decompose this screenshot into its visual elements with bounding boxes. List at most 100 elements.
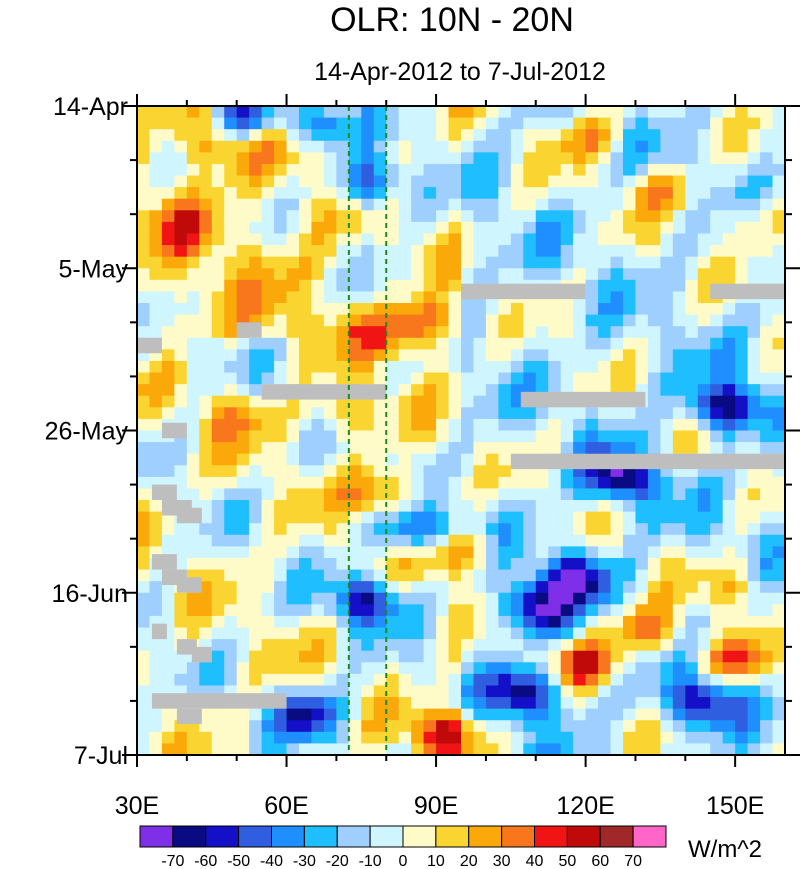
field-cell xyxy=(598,534,612,547)
field-cell xyxy=(710,187,724,200)
field-cell xyxy=(373,314,387,327)
field-cell xyxy=(137,198,151,211)
field-cell xyxy=(473,407,487,420)
field-cell xyxy=(660,198,674,211)
field-cell xyxy=(286,720,300,733)
field-cell xyxy=(323,662,337,675)
field-cell xyxy=(224,720,238,733)
field-cell xyxy=(386,453,400,466)
field-cell xyxy=(211,465,225,478)
field-cell xyxy=(473,465,487,478)
field-cell xyxy=(598,314,612,327)
field-cell xyxy=(423,557,437,571)
field-cell xyxy=(373,407,387,420)
field-cell xyxy=(461,187,475,200)
field-cell xyxy=(161,245,175,258)
field-cell xyxy=(174,163,188,177)
field-cell xyxy=(274,615,288,629)
field-cell xyxy=(485,534,499,547)
field-cell xyxy=(361,106,375,119)
field-cell xyxy=(510,384,524,397)
field-cell xyxy=(199,673,213,687)
field-cell xyxy=(211,198,225,211)
field-cell xyxy=(722,639,736,652)
field-cell xyxy=(735,106,749,119)
field-cell xyxy=(211,476,225,490)
field-cell xyxy=(274,604,288,617)
field-cell xyxy=(199,198,213,211)
field-cell xyxy=(137,372,151,385)
field-cell xyxy=(647,569,661,582)
field-cell xyxy=(610,546,624,559)
field-cell xyxy=(261,106,275,119)
field-cell xyxy=(461,488,475,501)
field-cell xyxy=(261,476,275,490)
colorbar-tick-label: 10 xyxy=(427,853,445,869)
missing-block xyxy=(236,322,262,338)
field-cell xyxy=(398,221,412,235)
field-cell xyxy=(760,697,774,710)
field-cell xyxy=(423,221,437,235)
field-cell xyxy=(598,581,612,594)
field-cell xyxy=(137,627,151,640)
field-cell xyxy=(448,291,462,304)
field-cell xyxy=(323,129,337,142)
field-cell xyxy=(336,534,350,547)
field-cell xyxy=(710,523,724,536)
field-cell xyxy=(585,314,599,327)
field-cell xyxy=(224,615,238,629)
field-cell xyxy=(485,418,499,432)
field-cell xyxy=(199,743,213,756)
field-cell xyxy=(137,152,151,165)
field-cell xyxy=(585,221,599,235)
field-cell xyxy=(448,221,462,235)
field-cell xyxy=(149,581,163,594)
field-cell xyxy=(286,140,300,153)
field-cell xyxy=(323,430,337,443)
field-cell xyxy=(747,442,761,455)
field-cell xyxy=(386,500,400,513)
field-cell xyxy=(386,349,400,362)
field-cell xyxy=(361,500,375,513)
field-cell xyxy=(348,500,362,513)
field-cell xyxy=(211,511,225,524)
field-cell xyxy=(672,349,686,362)
field-cell xyxy=(498,314,512,327)
field-cell xyxy=(236,140,250,153)
field-cell xyxy=(697,303,711,316)
field-cell xyxy=(186,384,200,397)
field-cell xyxy=(411,639,425,652)
field-cell xyxy=(274,210,288,223)
field-cell xyxy=(411,534,425,547)
field-cell xyxy=(573,163,587,177)
field-cell xyxy=(348,557,362,571)
field-cell xyxy=(149,221,163,235)
field-cell xyxy=(373,476,387,490)
field-cell xyxy=(436,326,450,339)
field-cell xyxy=(386,569,400,582)
field-cell xyxy=(573,326,587,339)
field-cell xyxy=(286,303,300,316)
field-cell xyxy=(286,557,300,571)
field-cell xyxy=(336,326,350,339)
field-cell xyxy=(635,697,649,710)
field-cell xyxy=(747,221,761,235)
field-cell xyxy=(299,268,313,281)
field-cell xyxy=(398,546,412,559)
field-cell xyxy=(635,303,649,316)
field-cell xyxy=(348,407,362,420)
field-cell xyxy=(274,187,288,200)
field-cell xyxy=(685,152,699,165)
field-cell xyxy=(660,268,674,281)
field-cell xyxy=(560,407,574,420)
field-cell xyxy=(685,476,699,490)
field-cell xyxy=(710,546,724,559)
field-cell xyxy=(498,221,512,235)
field-cell xyxy=(510,418,524,432)
field-cell xyxy=(311,685,325,698)
field-cell xyxy=(186,488,200,501)
field-cell xyxy=(735,129,749,142)
field-cell xyxy=(461,245,475,258)
field-cell xyxy=(535,592,549,605)
field-cell xyxy=(373,279,387,293)
